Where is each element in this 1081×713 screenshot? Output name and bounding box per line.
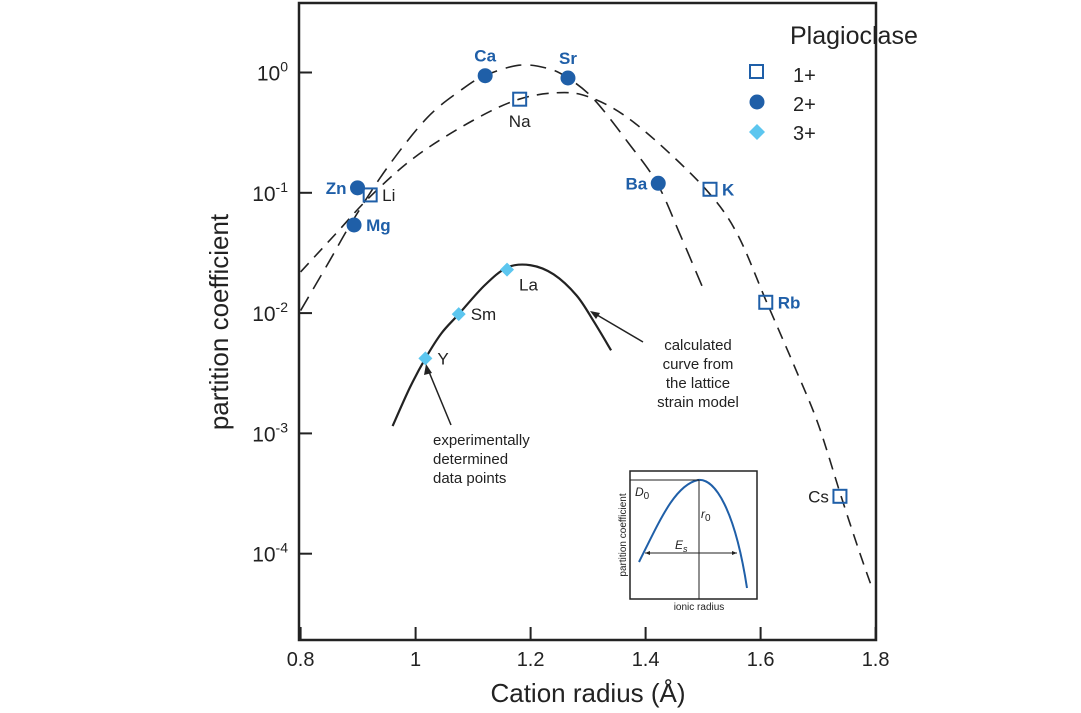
data-point-mg bbox=[346, 217, 362, 233]
x-tick-label: 0.8 bbox=[287, 649, 315, 671]
data-point-ca-label: Ca bbox=[474, 47, 496, 66]
data-point-sm-label: Sm bbox=[471, 305, 497, 324]
inset-ylabel: partition coefficient bbox=[618, 493, 629, 576]
y-axis-label: partition coefficient bbox=[204, 213, 234, 430]
x-tick-label: 1.6 bbox=[747, 649, 775, 671]
inset-es-label: Es bbox=[675, 538, 688, 554]
annotation-lattice-strain: calculated curve from the lattice strain mo… bbox=[590, 311, 739, 411]
data-point-la-label: La bbox=[519, 276, 538, 295]
data-point-la bbox=[500, 262, 515, 277]
x-tick-label: 1 bbox=[410, 649, 421, 671]
annotation-line: data points bbox=[433, 470, 506, 487]
data-point-ba-label: Ba bbox=[626, 174, 648, 193]
data-point-sr bbox=[560, 70, 576, 86]
legend-label-2plus: 2+ bbox=[793, 94, 816, 116]
data-point-ba bbox=[650, 175, 666, 191]
data-point-k-label: K bbox=[722, 180, 735, 199]
plot-frame bbox=[297, 1, 878, 642]
data-point-y-label: Y bbox=[437, 349, 448, 368]
fit-curve-1plus bbox=[300, 91, 874, 591]
inset-r0-label: r0 bbox=[701, 507, 711, 524]
data-point-sr-label: Sr bbox=[559, 49, 577, 68]
y-tick-label: 100 bbox=[257, 59, 288, 86]
annotation-line: experimentally bbox=[433, 432, 530, 449]
annotation-line: the lattice bbox=[666, 375, 730, 392]
annotation-line: strain model bbox=[657, 394, 739, 411]
legend-label-3plus: 3+ bbox=[793, 123, 816, 145]
y-tick-label: 10-1 bbox=[252, 179, 288, 206]
legend: Plagioclase 1+ 2+ 3+ bbox=[749, 22, 918, 145]
data-point-cs bbox=[832, 488, 848, 504]
data-point-rb bbox=[758, 294, 774, 310]
legend-marker-3plus bbox=[749, 124, 765, 140]
data-point-cs-label: Cs bbox=[808, 487, 829, 506]
arrowhead bbox=[590, 311, 600, 319]
arrow-to-fit-curve bbox=[591, 311, 644, 343]
inset-d0-label: D0 bbox=[635, 485, 650, 502]
annotation-experimental: experimentally determined data points bbox=[424, 364, 530, 487]
inset-xlabel: ionic radius bbox=[674, 602, 725, 613]
data-point-li-label: Li bbox=[382, 186, 395, 205]
annotation-line: determined bbox=[433, 451, 508, 468]
arrow-to-data-point bbox=[426, 366, 452, 426]
annotation-line: calculated bbox=[664, 337, 732, 354]
data-point-zn-label: Zn bbox=[326, 179, 347, 198]
annotation-line: curve from bbox=[663, 356, 734, 373]
arrowhead bbox=[424, 364, 432, 375]
data-point-sm bbox=[451, 307, 466, 322]
data-point-rb-label: Rb bbox=[778, 293, 801, 312]
data-point-y bbox=[418, 351, 433, 366]
y-tick-label: 10-4 bbox=[252, 540, 288, 567]
x-axis-label: Cation radius (Å) bbox=[490, 678, 685, 708]
data-point-ca bbox=[477, 68, 493, 84]
data-point-li bbox=[362, 187, 378, 203]
data-point-na-label: Na bbox=[509, 112, 531, 131]
data-point-na bbox=[512, 91, 528, 107]
fit-curve-2plus bbox=[299, 64, 704, 311]
x-tick-label: 1.2 bbox=[517, 649, 545, 671]
data-point-mg-label: Mg bbox=[366, 216, 391, 235]
x-tick-label: 1.8 bbox=[862, 649, 890, 671]
data-point-k bbox=[702, 181, 718, 197]
x-tick-label: 1.4 bbox=[632, 649, 660, 671]
y-tick-label: 10-2 bbox=[252, 299, 288, 326]
legend-marker-1plus bbox=[749, 64, 764, 79]
legend-label-1plus: 1+ bbox=[793, 65, 816, 87]
data-point-zn bbox=[350, 180, 366, 196]
legend-title: Plagioclase bbox=[790, 22, 918, 50]
fit-curve-3plus bbox=[391, 263, 613, 427]
inset-diagram: D0 r0 Es ionic radius partition coeffici… bbox=[618, 470, 758, 613]
y-tick-label: 10-3 bbox=[252, 419, 288, 446]
legend-marker-2plus bbox=[749, 94, 765, 110]
